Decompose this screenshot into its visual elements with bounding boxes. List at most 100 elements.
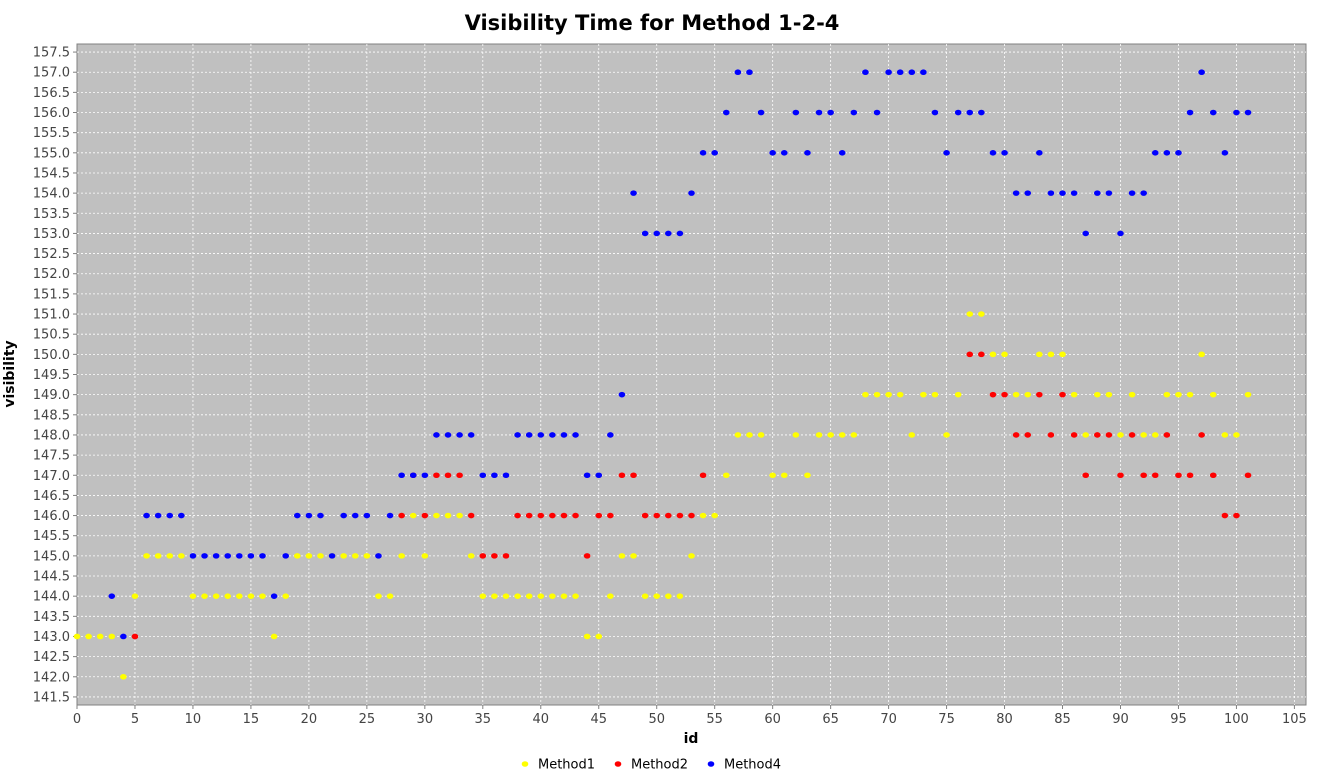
- data-point-method1: [1244, 391, 1252, 398]
- data-point-method1: [1024, 391, 1032, 398]
- data-point-method4: [1128, 190, 1136, 196]
- data-point-method4: [722, 109, 730, 116]
- data-point-method2: [1012, 432, 1020, 438]
- data-points: [73, 69, 1252, 680]
- x-tick-label: 25: [359, 712, 376, 727]
- data-point-method2: [595, 512, 603, 519]
- y-tick-label: 146.0: [33, 509, 70, 524]
- data-point-method1: [954, 391, 962, 398]
- data-point-method1: [920, 391, 927, 398]
- data-point-method1: [201, 593, 208, 599]
- data-point-method1: [154, 553, 162, 559]
- y-tick-label: 149.0: [33, 388, 70, 403]
- data-point-method4: [120, 633, 127, 640]
- data-point-method1: [189, 593, 197, 599]
- data-point-method2: [444, 472, 452, 479]
- data-point-method4: [978, 109, 985, 116]
- data-point-method2: [1186, 472, 1194, 479]
- data-point-method4: [305, 512, 313, 519]
- data-point-method1: [1047, 351, 1055, 358]
- x-tick-label: 50: [648, 712, 665, 727]
- data-point-method4: [954, 109, 962, 116]
- data-point-method2: [1198, 432, 1205, 438]
- data-point-method4: [665, 230, 672, 237]
- data-point-method1: [85, 633, 92, 640]
- legend-label: Method2: [631, 758, 688, 771]
- data-point-method1: [212, 593, 220, 599]
- data-point-method1: [1094, 391, 1101, 398]
- data-point-method4: [595, 472, 603, 479]
- y-axis-label: visibility: [2, 340, 18, 407]
- x-tick-label: 60: [764, 712, 781, 727]
- data-point-method1: [607, 593, 614, 599]
- data-point-method2: [1047, 432, 1055, 438]
- data-point-method1: [595, 633, 603, 640]
- data-point-method4: [583, 472, 591, 479]
- data-point-method1: [479, 593, 487, 599]
- y-tick-label: 144.0: [33, 590, 70, 605]
- x-tick-label: 65: [822, 712, 839, 727]
- data-point-method1: [444, 512, 452, 519]
- x-tick-label: 70: [880, 712, 897, 727]
- data-point-method1: [850, 432, 858, 438]
- data-point-method1: [1163, 391, 1171, 398]
- x-tick-label: 90: [1112, 712, 1129, 727]
- data-point-method4: [502, 472, 510, 479]
- data-point-method4: [398, 472, 405, 479]
- data-point-method4: [769, 150, 776, 156]
- data-point-method2: [1140, 472, 1147, 479]
- data-point-method1: [989, 351, 997, 358]
- data-point-method2: [1036, 391, 1043, 398]
- data-point-method4: [908, 69, 916, 76]
- data-point-method1: [514, 593, 521, 599]
- legend-item-method1: Method1: [521, 758, 595, 771]
- data-point-method1: [757, 432, 765, 438]
- y-tick-label: 157.5: [33, 46, 70, 61]
- data-point-method2: [537, 512, 545, 519]
- data-point-method1: [1070, 391, 1078, 398]
- y-tick-label: 155.5: [33, 126, 70, 141]
- data-point-method2: [514, 512, 521, 519]
- data-point-method1: [433, 512, 440, 519]
- data-point-method1: [340, 553, 347, 559]
- x-tick-label: 0: [73, 712, 81, 727]
- data-point-method2: [978, 351, 985, 358]
- data-point-method4: [259, 553, 266, 559]
- data-point-method1: [792, 432, 800, 438]
- data-point-method4: [746, 69, 753, 76]
- data-point-method2: [1001, 391, 1008, 398]
- data-point-method2: [676, 512, 684, 519]
- data-point-method1: [73, 633, 81, 640]
- data-point-method4: [363, 512, 371, 519]
- x-tick-label: 75: [938, 712, 955, 727]
- data-point-method4: [920, 69, 927, 76]
- data-point-method1: [560, 593, 568, 599]
- data-point-method1: [305, 553, 313, 559]
- data-point-method4: [143, 512, 150, 519]
- data-point-method2: [1059, 391, 1066, 398]
- data-point-method1: [943, 432, 950, 438]
- data-point-method2: [1024, 432, 1032, 438]
- data-point-method4: [885, 69, 892, 76]
- data-point-method4: [1024, 190, 1032, 196]
- grid-lines: [77, 44, 1306, 705]
- data-point-method1: [1151, 432, 1159, 438]
- data-point-method1: [908, 432, 916, 438]
- data-point-method2: [653, 512, 661, 519]
- y-tick-label: 144.5: [33, 570, 70, 585]
- data-point-method2: [1244, 472, 1252, 479]
- x-tick-label: 40: [533, 712, 550, 727]
- x-tick-label: 15: [243, 712, 260, 727]
- data-point-method1: [491, 593, 498, 599]
- data-point-method1: [537, 593, 545, 599]
- legend-label: Method4: [724, 758, 781, 771]
- y-tick-label: 153.5: [33, 207, 70, 222]
- data-point-method2: [699, 472, 707, 479]
- data-point-method2: [966, 351, 974, 358]
- data-point-method1: [259, 593, 266, 599]
- data-point-method4: [340, 512, 347, 519]
- data-point-method1: [862, 391, 869, 398]
- legend-marker: [614, 761, 622, 767]
- data-point-method1: [166, 553, 174, 559]
- data-point-method4: [850, 109, 858, 116]
